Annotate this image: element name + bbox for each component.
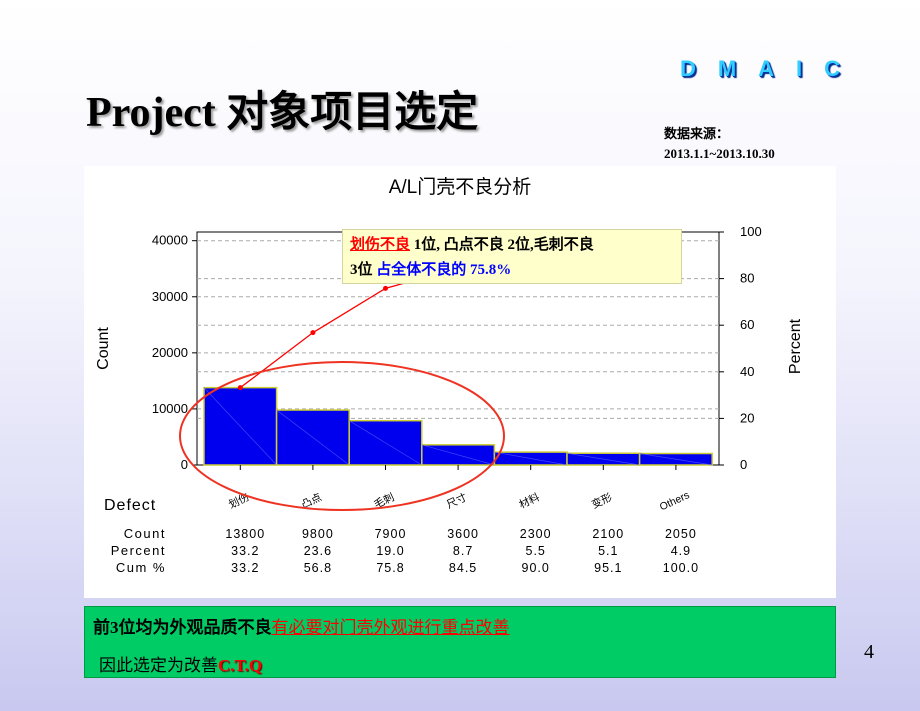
- dmaic-letter: A: [758, 56, 775, 81]
- bar-hatch: [203, 387, 277, 466]
- table-cell: 2050: [665, 527, 697, 541]
- slide-title-latin: Project: [86, 90, 216, 136]
- y-tick-label: 30000: [152, 289, 188, 304]
- bar-hatch: [276, 409, 350, 466]
- callout-text: 1位, 凸点不良 2位,毛刺不良: [413, 237, 594, 253]
- table-cell: 7900: [375, 527, 407, 541]
- conclusion-line-1: 前3位均为外观品质不良有必要对门壳外观进行重点改善: [93, 613, 510, 638]
- callout-text: 3位: [350, 262, 373, 278]
- table-cell: 84.5: [449, 561, 477, 575]
- y-tick-label: 20000: [152, 345, 188, 360]
- dmaic-letter: M: [717, 56, 737, 81]
- conclusion-text: 因此选定为改善: [99, 656, 218, 675]
- dmaic-letter: D: [680, 56, 696, 81]
- bar-hatch: [494, 451, 568, 466]
- chart-title: A/L门壳不良分析: [388, 177, 532, 198]
- table-cell: 33.2: [231, 544, 259, 558]
- table-cell: 8.7: [453, 544, 473, 558]
- bar-hatch: [421, 444, 495, 466]
- table-cell: 4.9: [671, 544, 691, 558]
- table-row-label: Percent: [111, 543, 166, 558]
- pareto-chart: 0 10000 20000 30000 40000 0 20 40 60 80 100 Count Pe…: [95, 224, 804, 575]
- x-tick-label: 尺寸: [444, 490, 469, 511]
- table-cell: 19.0: [376, 544, 404, 558]
- cumulative-point: [237, 385, 243, 391]
- y2-tick-label: 100: [740, 224, 762, 239]
- callout-line-1: 划伤不良 1位, 凸点不良 2位,毛刺不良: [350, 233, 674, 258]
- y2-tick-label: 40: [740, 364, 754, 379]
- data-source-label: 数据来源：: [664, 126, 730, 141]
- table-cell: 2300: [520, 527, 552, 541]
- table-row-label: Cum %: [116, 560, 166, 575]
- table-cell: 75.8: [376, 561, 404, 575]
- y-axis-title: Count: [95, 327, 112, 370]
- page-number: 4: [864, 641, 874, 663]
- conclusion-highlight: 有必要对门壳外观进行重点改善: [271, 618, 510, 637]
- x-axis-title: Defect: [104, 497, 156, 514]
- y-tick-label: 10000: [152, 401, 188, 416]
- y2-axis-title: Percent: [787, 318, 804, 374]
- y2-tick-label: 20: [740, 410, 754, 425]
- bar-hatch: [639, 453, 713, 466]
- conclusion-line-2: 因此选定为改善C.T.Q: [99, 651, 262, 676]
- callout-line-2: 3位 占全体不良的 75.8%: [350, 258, 674, 283]
- ctq-label: C.T.Q: [218, 656, 263, 675]
- conclusion-box: 前3位均为外观品质不良有必要对门壳外观进行重点改善 因此选定为改善C.T.Q: [84, 606, 836, 678]
- conclusion-text: 前3位均为外观品质不良: [93, 618, 272, 637]
- callout-highlight: 划伤不良: [350, 237, 411, 253]
- table-cell: 100.0: [663, 561, 699, 575]
- table-cell: 95.1: [594, 561, 622, 575]
- slide-title: Project 对象项目选定: [86, 78, 478, 139]
- table-cell: 5.5: [526, 544, 546, 558]
- dmaic-letter: C: [824, 56, 840, 81]
- x-tick-label: 变形: [590, 490, 615, 511]
- table-cell: 9800: [302, 527, 334, 541]
- x-tick-label: 材料: [517, 490, 542, 511]
- table-cell: 5.1: [598, 544, 618, 558]
- y2-tick-label: 80: [740, 271, 754, 286]
- data-source-period: 2013.1.1~2013.10.30: [664, 146, 775, 161]
- table-cell: 2100: [592, 527, 624, 541]
- slide-title-cn: 对象项目选定: [226, 90, 479, 136]
- y2-tick-label: 0: [740, 457, 747, 472]
- cumulative-point: [310, 330, 316, 336]
- y-tick-label: 0: [181, 457, 188, 472]
- callout-summary: 占全体不良的 75.8%: [376, 262, 512, 278]
- dmaic-letter: I: [796, 56, 803, 81]
- y-tick-label: 40000: [152, 233, 188, 248]
- dmaic-logo: D M A I C: [680, 56, 840, 82]
- table-cell: 33.2: [231, 561, 259, 575]
- y2-tick-label: 60: [740, 317, 754, 332]
- bar-hatch: [349, 420, 422, 466]
- table-cell: 90.0: [522, 561, 550, 575]
- table-cell: 23.6: [304, 544, 332, 558]
- table-row-label: Count: [124, 526, 166, 541]
- table-cell: 3600: [447, 527, 479, 541]
- data-source: 数据来源： 2013.1.1~2013.10.30: [664, 124, 775, 164]
- x-tick-label: Others: [658, 489, 692, 513]
- bar-hatch: [566, 452, 640, 466]
- callout-box: 划伤不良 1位, 凸点不良 2位,毛刺不良 3位 占全体不良的 75.8%: [342, 229, 682, 284]
- cumulative-point: [383, 285, 388, 291]
- highlight-ellipse: [179, 361, 505, 511]
- table-cell: 13800: [225, 527, 265, 541]
- table-cell: 56.8: [304, 561, 332, 575]
